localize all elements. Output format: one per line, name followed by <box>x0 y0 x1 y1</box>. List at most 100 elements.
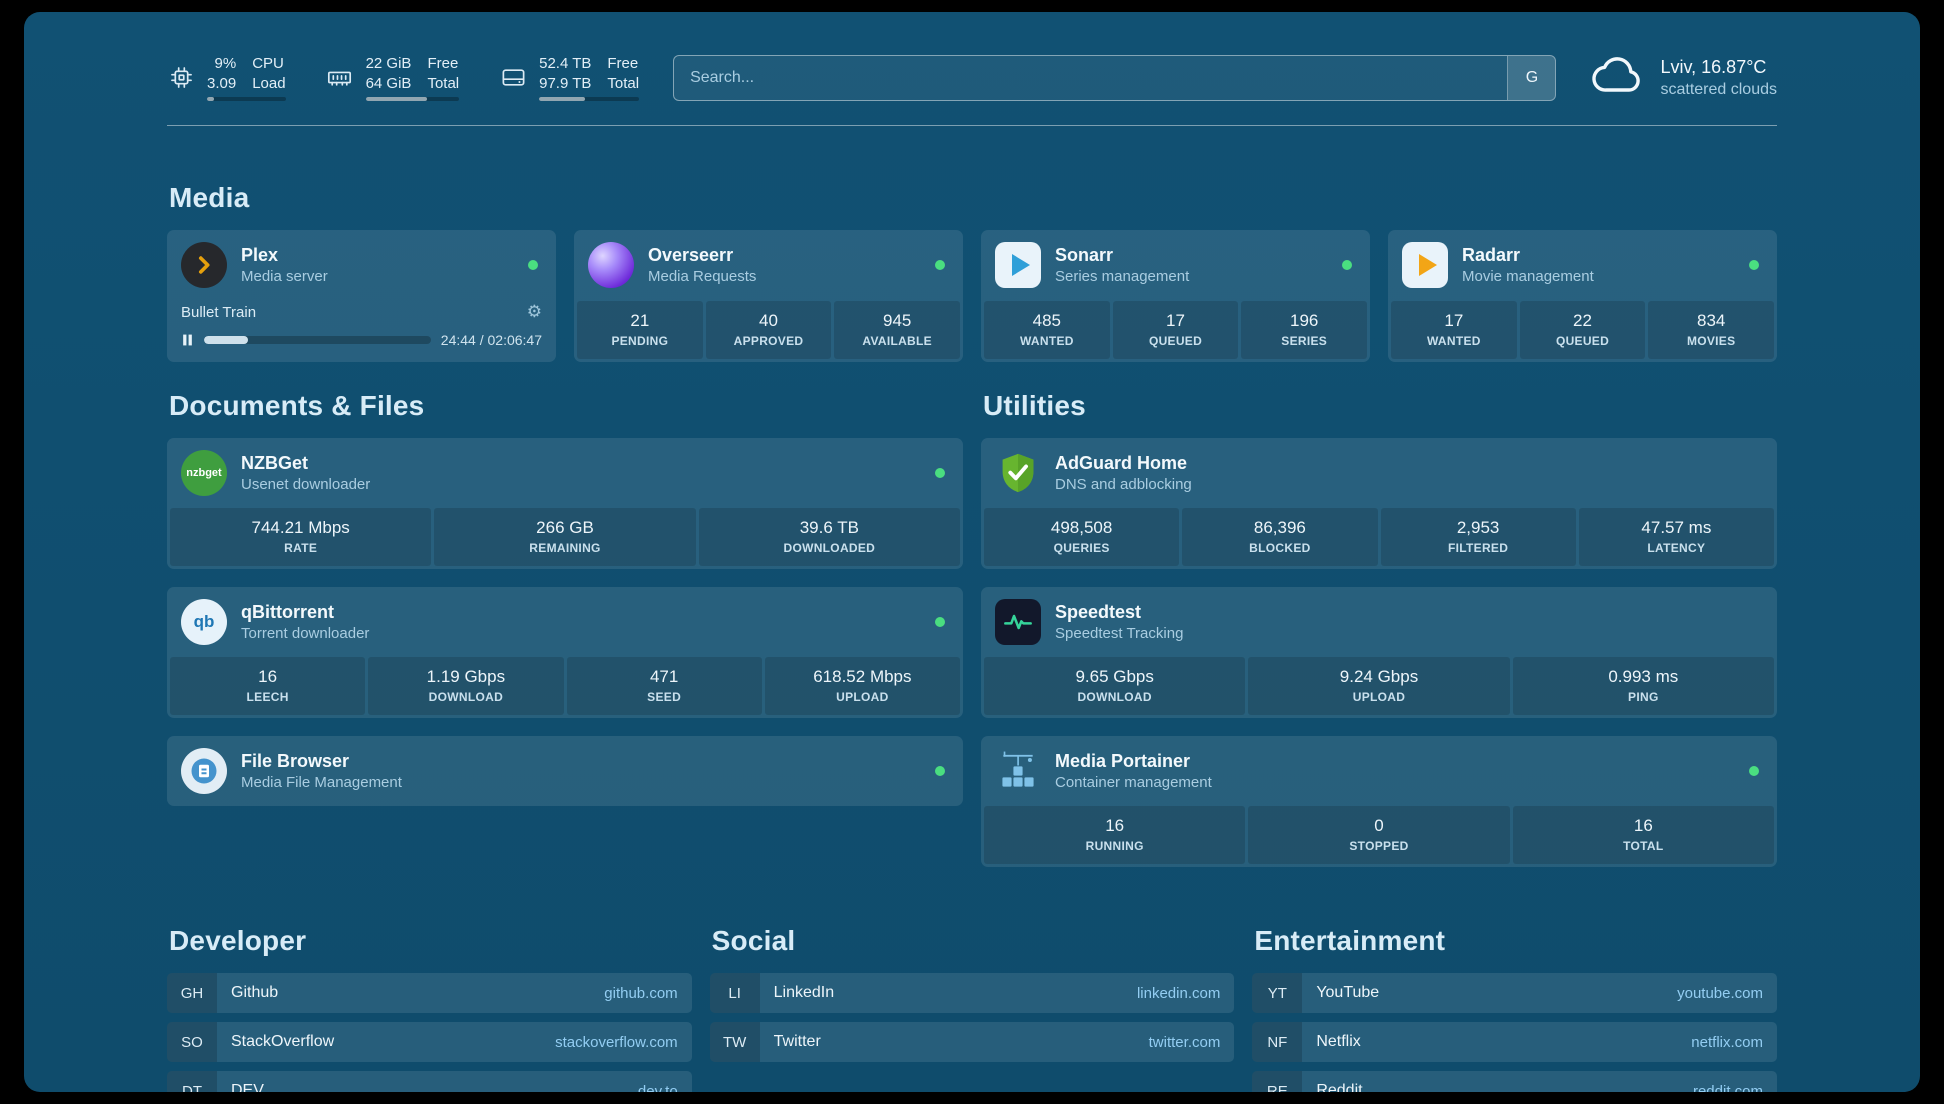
stat-value: 9.24 Gbps <box>1339 667 1419 686</box>
service-name: Radarr <box>1462 244 1521 265</box>
top-bar: 9% 3.09 CPU Load <box>167 54 1777 101</box>
bookmark-dev[interactable]: DT DEV dev.to <box>167 1071 692 1092</box>
stat-queued: 22 QUEUED <box>1519 301 1646 359</box>
section-title-documents: Documents & Files <box>169 390 425 421</box>
bookmark-abbr: GH <box>167 973 217 1013</box>
stat-label: PING <box>1628 690 1659 704</box>
filebrowser-icon <box>181 748 227 794</box>
bookmark-abbr: LI <box>709 973 760 1013</box>
service-card-plex: Plex Media server Bullet Train ⚙︎ <box>167 230 556 362</box>
status-dot <box>935 260 945 270</box>
service-card-nzbget: nzbget NZBGet Usenet downloader 744.21 M… <box>167 438 963 569</box>
disk-free-value: 52.4 TB <box>539 55 592 72</box>
stat-queries: 498,508 QUERIES <box>984 508 1180 566</box>
bookmark-stackoverflow[interactable]: SO StackOverflow stackoverflow.com <box>167 1022 692 1062</box>
service-card-qbittorrent: qb qBittorrent Torrent downloader 16 LEE… <box>167 587 963 718</box>
stat-value: 47.57 ms <box>1641 518 1712 537</box>
section-utilities: Utilities AdGuard Home DNS and adblockin… <box>981 390 1777 867</box>
stat-value: 0 <box>1374 816 1384 835</box>
section-title-media: Media <box>169 182 250 213</box>
bookmark-abbr: RE <box>1252 1071 1303 1092</box>
stat-leech: 16 LEECH <box>170 657 366 715</box>
section-documents: Documents & Files nzbget NZBGet Usenet d… <box>167 390 963 867</box>
stat-filtered: 2,953 FILTERED <box>1380 508 1576 566</box>
adguard-icon <box>995 450 1041 496</box>
bookmark-group-developer: Developer GH Github github.com SO StackO… <box>167 925 692 1092</box>
stat-label: QUEUED <box>1555 334 1610 348</box>
service-card-portainer: Media Portainer Container management 16 … <box>981 736 1777 867</box>
service-subtitle: Usenet downloader <box>241 475 371 493</box>
bookmark-url: youtube.com <box>1677 984 1763 1002</box>
search-input[interactable] <box>674 55 1508 100</box>
stat-wanted: 485 WANTED <box>984 301 1110 359</box>
stat-label: BLOCKED <box>1249 541 1311 555</box>
search-provider-button[interactable]: G <box>1507 55 1556 100</box>
service-link-sonarr[interactable]: Sonarr Series management <box>981 230 1370 300</box>
gear-icon[interactable]: ⚙︎ <box>526 302 542 321</box>
service-link-adguard[interactable]: AdGuard Home DNS and adblocking <box>981 438 1777 508</box>
memory-total-label: Total <box>427 74 460 92</box>
stat-downloaded: 39.6 TB DOWNLOADED <box>698 508 960 566</box>
stat-queued: 17 QUEUED <box>1112 301 1239 359</box>
service-link-filebrowser[interactable]: File Browser Media File Management <box>167 736 963 806</box>
disk-widget: 52.4 TB 97.9 TB Free Total <box>499 54 640 101</box>
weather-location: Lviv, 16.87°C <box>1660 56 1767 77</box>
service-link-radarr[interactable]: Radarr Movie management <box>1388 230 1777 300</box>
service-link-overseerr[interactable]: Overseerr Media Requests <box>574 230 963 300</box>
stat-movies: 834 MOVIES <box>1648 301 1775 359</box>
bookmark-name: StackOverflow <box>231 1033 335 1050</box>
stat-total: 16 TOTAL <box>1512 806 1774 864</box>
stat-remaining: 266 GB REMAINING <box>434 508 696 566</box>
service-link-plex[interactable]: Plex Media server <box>167 230 556 300</box>
stat-value: 16 <box>1105 816 1125 835</box>
bookmark-netflix[interactable]: NF Netflix netflix.com <box>1252 1022 1777 1062</box>
stat-value: 17 <box>1166 311 1185 330</box>
service-link-qbittorrent[interactable]: qb qBittorrent Torrent downloader <box>167 587 963 657</box>
bookmark-linkedin[interactable]: LI LinkedIn linkedin.com <box>709 973 1235 1013</box>
portainer-icon <box>995 748 1041 794</box>
memory-widget: 22 GiB 64 GiB Free Total <box>326 54 460 101</box>
stat-value: 2,953 <box>1456 518 1500 537</box>
stat-label: DOWNLOADED <box>783 541 876 555</box>
memory-progress-track <box>365 97 460 101</box>
stat-value: 471 <box>649 667 679 686</box>
now-playing-widget: Bullet Train ⚙︎ 24:44 / 02:06:47 <box>167 300 556 362</box>
playback-time: 24:44 / 02:06:47 <box>440 332 542 348</box>
qbittorrent-logo-text: qb <box>193 612 215 631</box>
service-link-portainer[interactable]: Media Portainer Container management <box>981 736 1777 806</box>
disk-icon <box>499 64 527 92</box>
service-link-nzbget[interactable]: nzbget NZBGet Usenet downloader <box>167 438 963 508</box>
memory-free-label: Free <box>427 55 459 72</box>
stat-label: RATE <box>284 541 318 555</box>
stat-label: LATENCY <box>1647 541 1706 555</box>
service-link-speedtest[interactable]: Speedtest Speedtest Tracking <box>981 587 1777 657</box>
stat-value: 266 GB <box>536 518 594 537</box>
bookmark-twitter[interactable]: TW Twitter twitter.com <box>709 1022 1235 1062</box>
qbittorrent-icon: qb <box>181 599 227 645</box>
pause-icon[interactable] <box>181 333 194 347</box>
status-dot <box>935 468 945 478</box>
stat-value: 1.19 Gbps <box>426 667 506 686</box>
disk-free-label: Free <box>607 55 639 72</box>
weather-widget: Lviv, 16.87°C scattered clouds <box>1590 55 1777 101</box>
status-dot <box>528 260 538 270</box>
stat-label: WANTED <box>1019 334 1074 348</box>
service-subtitle: Speedtest Tracking <box>1055 624 1184 642</box>
stat-value: 17 <box>1444 311 1464 330</box>
status-dot <box>935 766 945 776</box>
disk-total-label: Total <box>607 74 640 92</box>
service-name: Speedtest <box>1055 601 1142 622</box>
bookmark-youtube[interactable]: YT YouTube youtube.com <box>1252 973 1777 1013</box>
bookmark-abbr: SO <box>167 1022 217 1062</box>
stat-value: 196 <box>1289 311 1319 330</box>
status-dot <box>1342 260 1352 270</box>
search-bar[interactable]: G <box>673 54 1557 101</box>
plex-icon <box>181 242 227 288</box>
service-name: AdGuard Home <box>1055 452 1188 473</box>
bookmark-reddit[interactable]: RE Reddit reddit.com <box>1252 1071 1777 1092</box>
bookmark-github[interactable]: GH Github github.com <box>167 973 692 1013</box>
bookmark-name: YouTube <box>1316 984 1380 1001</box>
cpu-load-value: 3.09 <box>207 74 237 92</box>
cpu-usage-value: 9% <box>214 55 237 72</box>
cpu-progress-fill <box>207 97 215 101</box>
